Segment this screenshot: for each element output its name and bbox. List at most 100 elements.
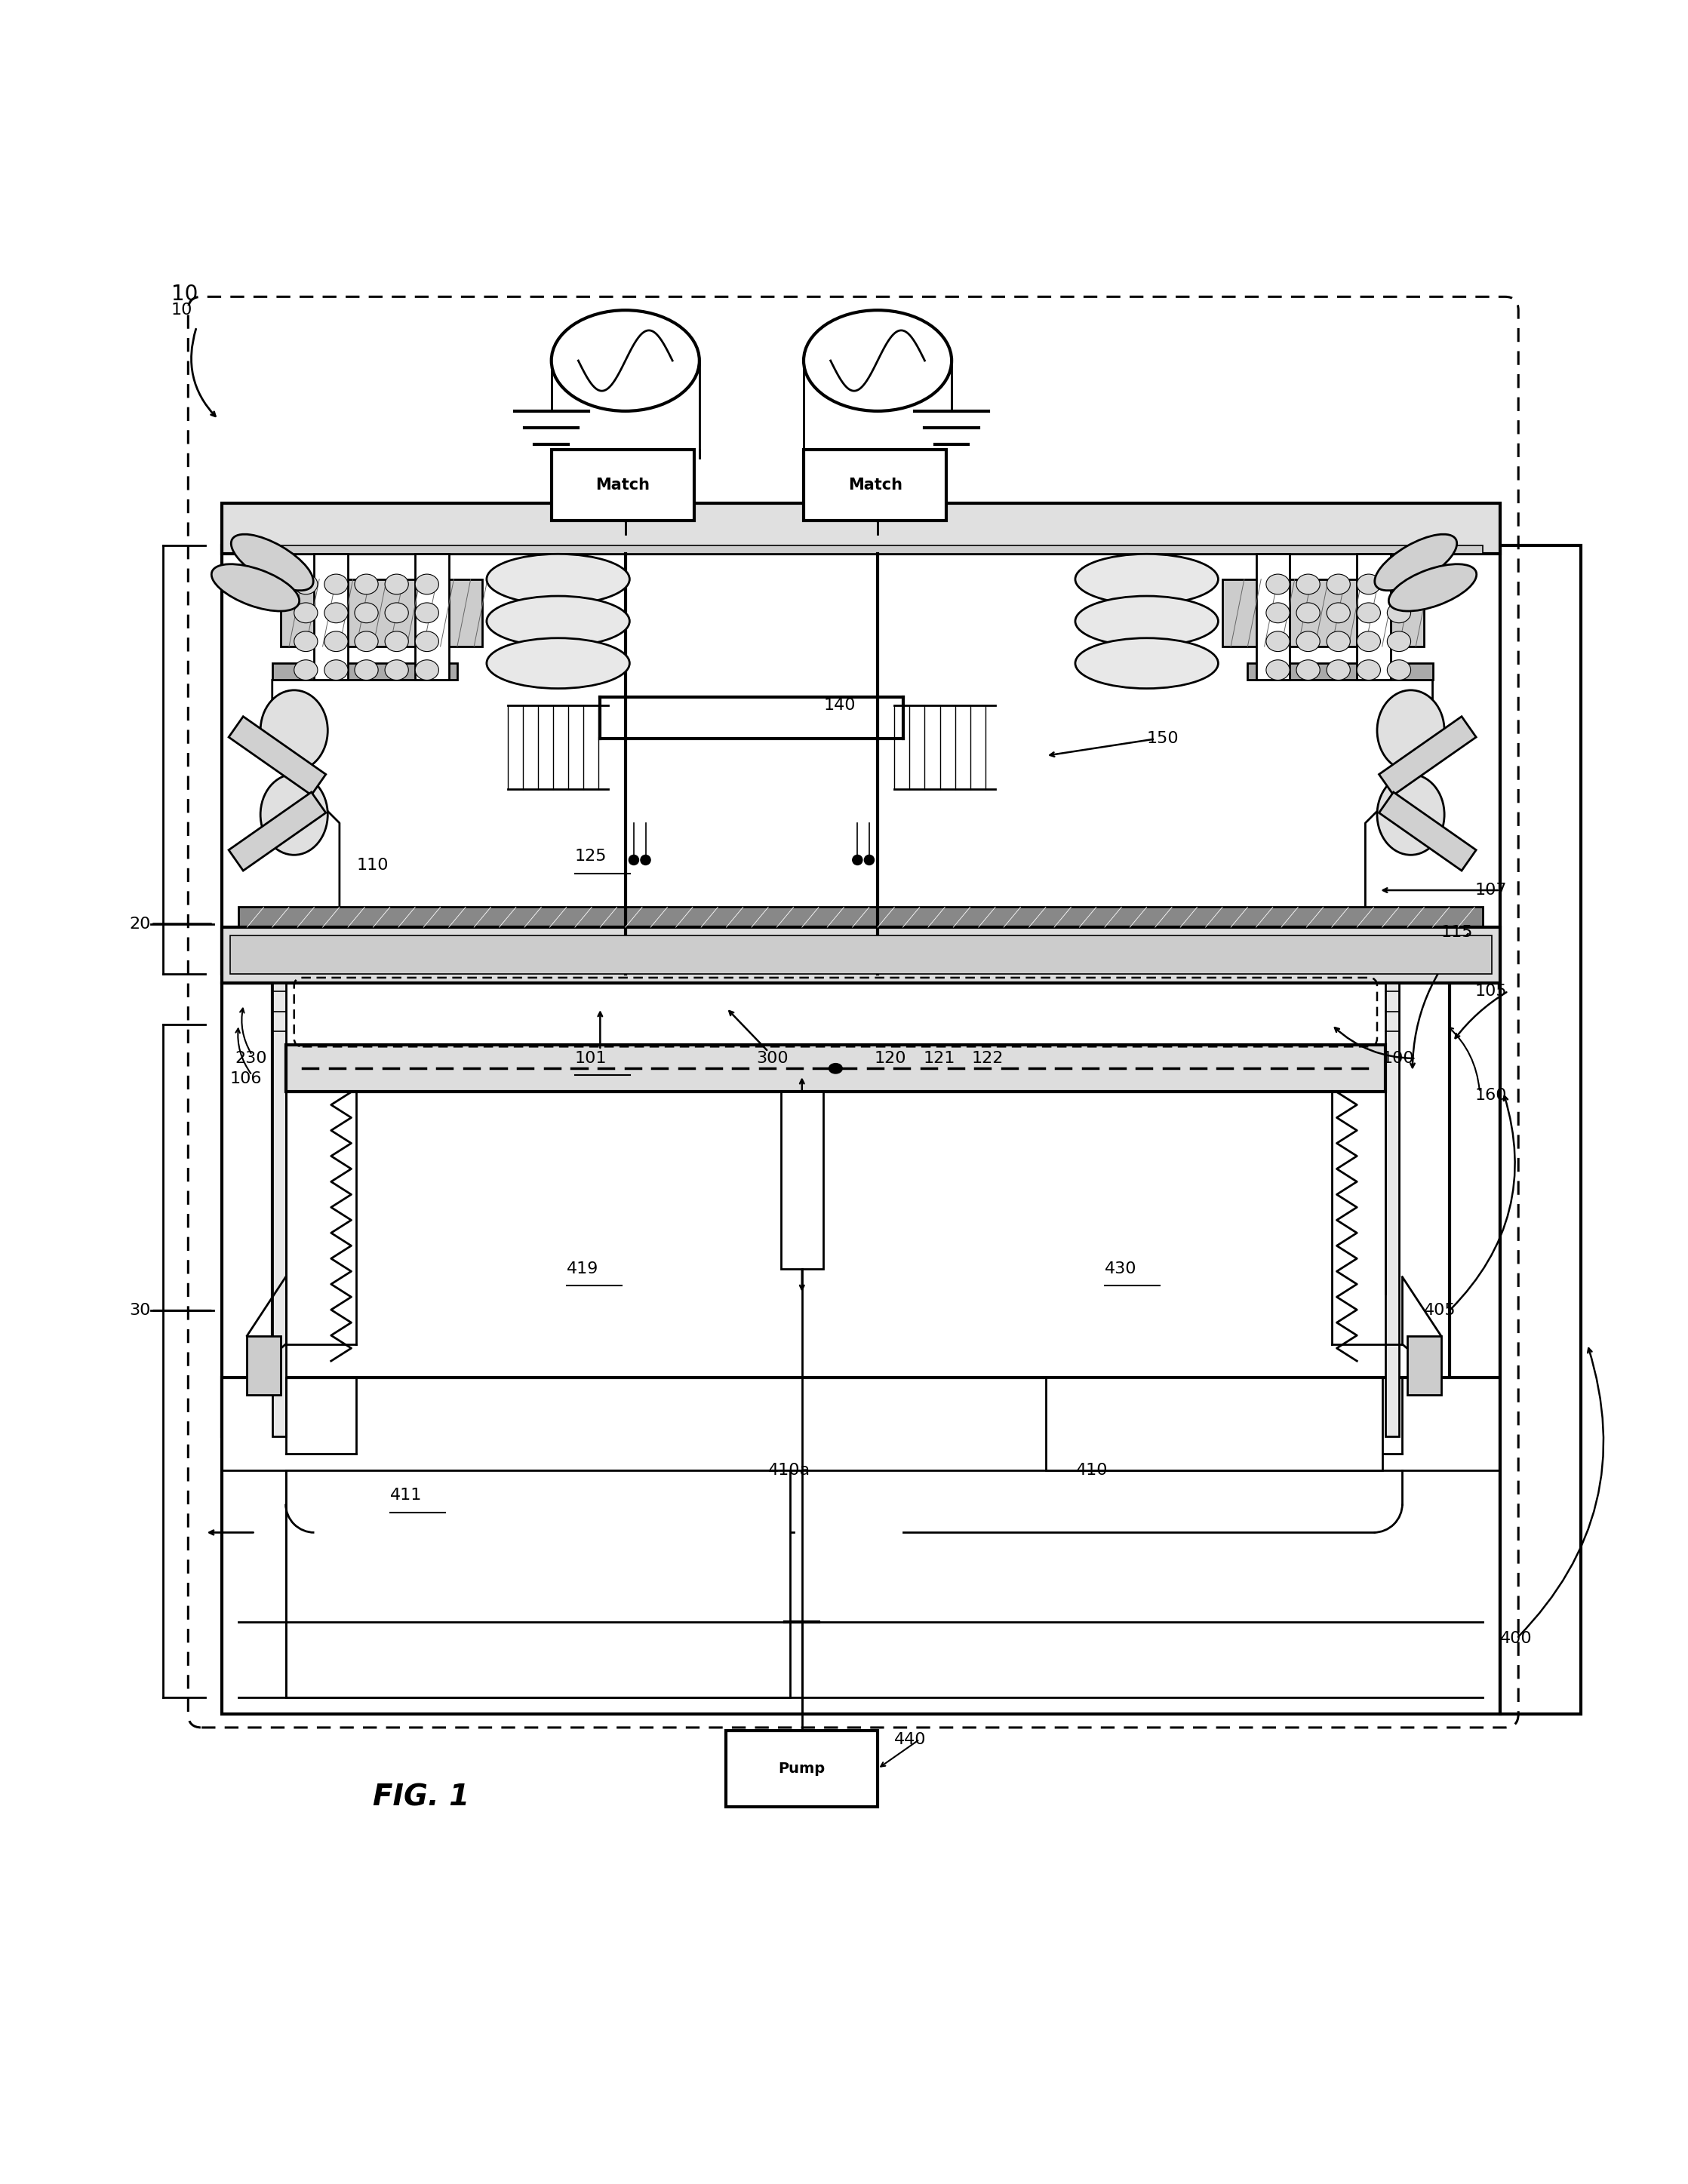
Ellipse shape — [354, 631, 378, 651]
Bar — [285, 1044, 1386, 1092]
Text: 140: 140 — [824, 697, 856, 712]
Ellipse shape — [1075, 596, 1219, 646]
Ellipse shape — [628, 854, 638, 865]
Text: 150: 150 — [1146, 732, 1178, 747]
Text: 30: 30 — [130, 1304, 150, 1319]
Ellipse shape — [1266, 631, 1290, 651]
Ellipse shape — [354, 660, 378, 679]
Ellipse shape — [260, 775, 327, 854]
Text: 430: 430 — [1104, 1260, 1136, 1275]
Text: 440: 440 — [895, 1732, 927, 1747]
Ellipse shape — [1327, 631, 1350, 651]
Text: 122: 122 — [972, 1051, 1004, 1066]
Text: 160: 160 — [1475, 1088, 1507, 1103]
Bar — [221, 928, 1501, 983]
Ellipse shape — [354, 574, 378, 594]
Bar — [1247, 664, 1433, 679]
Bar — [1450, 983, 1501, 1437]
Bar — [803, 450, 947, 520]
Ellipse shape — [1377, 775, 1445, 854]
Bar — [1047, 1378, 1382, 1470]
Text: 400: 400 — [1501, 1631, 1533, 1647]
Text: 230: 230 — [235, 1051, 267, 1066]
Ellipse shape — [324, 660, 348, 679]
Text: FIG. 1: FIG. 1 — [373, 1782, 469, 1811]
Text: 107: 107 — [1475, 882, 1507, 898]
Bar — [238, 546, 1484, 555]
Bar — [1408, 1337, 1442, 1396]
Ellipse shape — [294, 603, 317, 622]
Ellipse shape — [1327, 660, 1350, 679]
Ellipse shape — [1075, 638, 1219, 688]
Text: 115: 115 — [1442, 924, 1474, 939]
Ellipse shape — [231, 535, 314, 590]
Text: 100: 100 — [1382, 1051, 1415, 1066]
Ellipse shape — [415, 603, 439, 622]
Ellipse shape — [1357, 660, 1381, 679]
Text: 410a: 410a — [768, 1463, 810, 1479]
Ellipse shape — [1389, 563, 1477, 612]
Ellipse shape — [385, 603, 408, 622]
Ellipse shape — [385, 660, 408, 679]
Ellipse shape — [1296, 631, 1320, 651]
Ellipse shape — [864, 854, 874, 865]
Text: 10: 10 — [170, 284, 197, 306]
Bar — [285, 1470, 790, 1697]
Bar — [1256, 555, 1290, 679]
Bar — [238, 906, 1484, 928]
Ellipse shape — [1377, 690, 1445, 771]
Ellipse shape — [211, 563, 299, 612]
Ellipse shape — [486, 555, 630, 605]
Polygon shape — [1379, 793, 1475, 871]
Text: Pump: Pump — [778, 1762, 825, 1776]
Ellipse shape — [1388, 660, 1411, 679]
Ellipse shape — [260, 690, 327, 771]
Ellipse shape — [324, 574, 348, 594]
Ellipse shape — [803, 310, 952, 411]
Bar — [280, 579, 483, 646]
Bar — [221, 505, 1501, 555]
Ellipse shape — [1327, 574, 1350, 594]
Bar — [221, 546, 1501, 974]
Ellipse shape — [1075, 555, 1219, 605]
Ellipse shape — [1388, 631, 1411, 651]
Bar — [552, 450, 694, 520]
Text: 10: 10 — [170, 304, 192, 317]
Bar — [1357, 555, 1391, 679]
Ellipse shape — [1374, 535, 1457, 590]
Text: 110: 110 — [356, 858, 388, 874]
Ellipse shape — [294, 660, 317, 679]
Text: 300: 300 — [756, 1051, 788, 1066]
Ellipse shape — [852, 854, 863, 865]
Ellipse shape — [354, 603, 378, 622]
Bar — [415, 555, 449, 679]
Ellipse shape — [486, 638, 630, 688]
Text: Match: Match — [847, 478, 903, 494]
Bar — [272, 983, 285, 1437]
Text: 125: 125 — [576, 850, 608, 865]
Ellipse shape — [415, 574, 439, 594]
Text: 106: 106 — [230, 1070, 262, 1085]
Bar — [246, 1337, 280, 1396]
Ellipse shape — [829, 1064, 842, 1075]
Bar — [221, 1378, 1501, 1714]
Text: 405: 405 — [1425, 1304, 1457, 1319]
Polygon shape — [1379, 716, 1475, 795]
Ellipse shape — [1266, 603, 1290, 622]
Bar — [1501, 546, 1580, 1714]
Text: 419: 419 — [567, 1260, 599, 1275]
Ellipse shape — [415, 660, 439, 679]
Ellipse shape — [1357, 631, 1381, 651]
Ellipse shape — [1357, 574, 1381, 594]
Ellipse shape — [1388, 574, 1411, 594]
Bar — [272, 664, 457, 679]
Text: 105: 105 — [1475, 983, 1507, 998]
Ellipse shape — [1296, 603, 1320, 622]
Ellipse shape — [1357, 603, 1381, 622]
Polygon shape — [228, 793, 326, 871]
Ellipse shape — [385, 631, 408, 651]
Ellipse shape — [294, 631, 317, 651]
Ellipse shape — [294, 574, 317, 594]
Bar — [221, 983, 272, 1437]
Ellipse shape — [415, 631, 439, 651]
